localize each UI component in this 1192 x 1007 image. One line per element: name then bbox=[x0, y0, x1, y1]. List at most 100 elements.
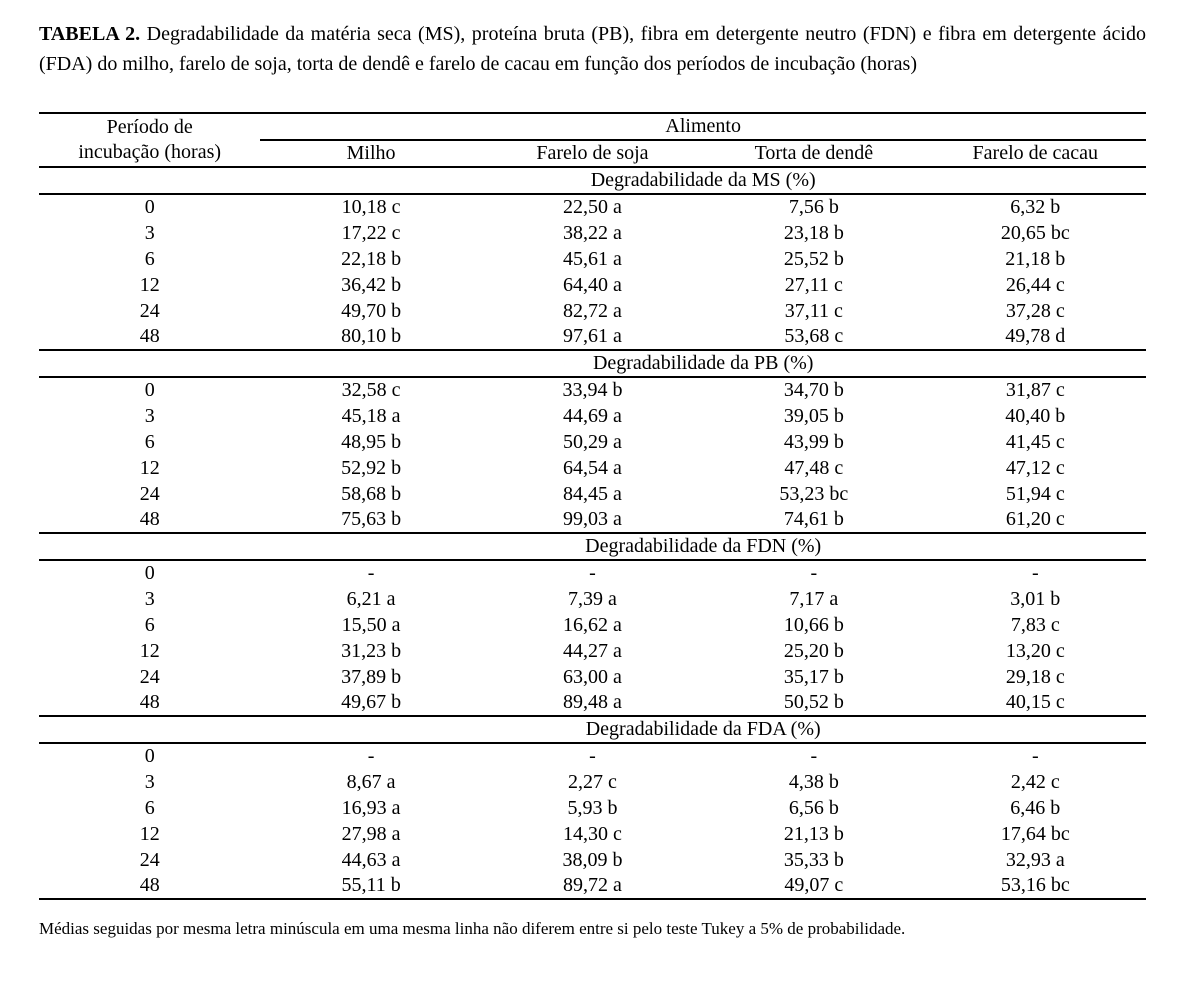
value-cell: 53,16 bc bbox=[924, 873, 1146, 900]
period-header-line1: Período de bbox=[106, 116, 193, 138]
value-cell: - bbox=[1031, 562, 1039, 584]
table-row: 48 75,63 b 99,03 a 74,61 b 61,20 c bbox=[39, 507, 1146, 534]
value-cell: 17,64 bc bbox=[1000, 822, 1070, 845]
value-cell: 31,87 c bbox=[1005, 379, 1065, 401]
value-cell: 41,45 c bbox=[1005, 430, 1065, 453]
value-cell: 29,18 c bbox=[1005, 665, 1065, 688]
value-cell: - bbox=[810, 745, 818, 767]
period-cell: 48 bbox=[39, 324, 261, 351]
section-title-row: Degradabilidade da FDA (%) bbox=[39, 716, 1146, 744]
value-cell: 82,72 a bbox=[563, 299, 622, 322]
table-row: 24 58,68 b 84,45 a 53,23 bc 51,94 c bbox=[39, 481, 1146, 507]
value-cell: 7,39 a bbox=[568, 587, 617, 610]
value-cell: 17,22 c bbox=[341, 221, 401, 244]
table-row: 24 49,70 b 82,72 a 37,11 c 37,28 c bbox=[39, 298, 1146, 324]
value-cell: 6,32 b bbox=[1010, 196, 1061, 218]
period-cell: 12 bbox=[139, 456, 160, 479]
period-cell: 3 bbox=[144, 587, 155, 610]
section-title: Degradabilidade da FDA (%) bbox=[260, 716, 1146, 744]
value-cell: 84,45 a bbox=[563, 482, 622, 505]
value-cell: 49,78 d bbox=[924, 324, 1146, 351]
value-cell: 49,07 c bbox=[703, 873, 925, 900]
value-cell: 34,70 b bbox=[783, 379, 844, 401]
value-cell: 22,18 b bbox=[341, 247, 402, 270]
section-title-spacer bbox=[39, 167, 261, 195]
value-cell: 33,94 b bbox=[562, 379, 623, 401]
table-footnote: Médias seguidas por mesma letra minúscul… bbox=[39, 919, 906, 938]
degradability-table: Período de incubação (horas) Alimento Mi… bbox=[39, 112, 1146, 900]
column-header-milho: Milho bbox=[260, 140, 482, 168]
table-row: 24 44,63 a 38,09 b 35,33 b 32,93 a bbox=[39, 847, 1146, 873]
section-title-row: Degradabilidade da PB (%) bbox=[39, 350, 1146, 378]
period-cell: 12 bbox=[139, 273, 160, 296]
value-cell: 3,01 b bbox=[1010, 587, 1061, 610]
value-cell: 50,52 b bbox=[703, 690, 925, 717]
period-cell: 24 bbox=[139, 848, 160, 871]
value-cell: 39,05 b bbox=[783, 404, 844, 427]
period-cell: 6 bbox=[144, 247, 155, 270]
value-cell: 22,50 a bbox=[563, 196, 622, 218]
value-cell: 38,22 a bbox=[563, 221, 622, 244]
value-cell: 6,56 b bbox=[788, 796, 839, 819]
value-cell: 26,44 c bbox=[1005, 273, 1065, 296]
value-cell: 20,65 bc bbox=[1000, 221, 1070, 244]
table-row: 0 - - - - bbox=[39, 560, 1146, 586]
period-cell: 12 bbox=[139, 822, 160, 845]
value-cell: 47,12 c bbox=[1005, 456, 1065, 479]
value-cell: 23,18 b bbox=[783, 221, 844, 244]
table-row: 3 6,21 a 7,39 a 7,17 a 3,01 b bbox=[39, 586, 1146, 612]
value-cell: 8,67 a bbox=[346, 770, 396, 793]
table-caption: TABELA 2. Degradabilidade da matéria sec… bbox=[39, 19, 1146, 79]
value-cell: 49,67 b bbox=[260, 690, 482, 717]
value-cell: 21,13 b bbox=[783, 822, 844, 845]
period-cell: 12 bbox=[139, 639, 160, 662]
table-row: 48 55,11 b 89,72 a 49,07 c 53,16 bc bbox=[39, 873, 1146, 900]
period-cell: 0 bbox=[144, 745, 155, 767]
value-cell: 45,18 a bbox=[341, 404, 401, 427]
value-cell: 80,10 b bbox=[260, 324, 482, 351]
period-cell: 24 bbox=[139, 299, 160, 322]
value-cell: 10,66 b bbox=[783, 613, 844, 636]
table-row: 0 - - - - bbox=[39, 743, 1146, 769]
period-cell: 0 bbox=[144, 562, 155, 584]
value-cell: 31,23 b bbox=[341, 639, 402, 662]
caption-text: Degradabilidade da matéria seca (MS), pr… bbox=[39, 23, 1146, 75]
value-cell: 63,00 a bbox=[563, 665, 622, 688]
value-cell: - bbox=[810, 562, 818, 584]
value-cell: - bbox=[589, 562, 596, 584]
period-header: Período de incubação (horas) bbox=[39, 113, 261, 168]
value-cell: 89,72 a bbox=[481, 873, 704, 900]
value-cell: 14,30 c bbox=[563, 822, 622, 845]
period-cell: 48 bbox=[39, 507, 261, 534]
section-title: Degradabilidade da MS (%) bbox=[260, 167, 1146, 195]
value-cell: 37,89 b bbox=[341, 665, 402, 688]
value-cell: - bbox=[367, 745, 375, 767]
value-cell: 6,46 b bbox=[1010, 796, 1061, 819]
table-row: 48 49,67 b 89,48 a 50,52 b 40,15 c bbox=[39, 690, 1146, 717]
section-title-row: Degradabilidade da MS (%) bbox=[39, 167, 1146, 195]
period-header-line2: incubação (horas) bbox=[78, 141, 222, 163]
value-cell: 37,11 c bbox=[784, 299, 843, 322]
value-cell: 97,61 a bbox=[481, 324, 704, 351]
value-cell: 25,20 b bbox=[783, 639, 844, 662]
value-cell: 16,62 a bbox=[563, 613, 622, 636]
value-cell: 13,20 c bbox=[1005, 639, 1065, 662]
value-cell: 7,56 b bbox=[788, 196, 839, 218]
period-cell: 0 bbox=[144, 196, 155, 218]
value-cell: 40,40 b bbox=[1005, 404, 1066, 427]
value-cell: 47,48 c bbox=[784, 456, 844, 479]
value-cell: 64,54 a bbox=[563, 456, 622, 479]
table-row: 3 8,67 a 2,27 c 4,38 b 2,42 c bbox=[39, 769, 1146, 795]
value-cell: 36,42 b bbox=[341, 273, 402, 296]
table-row: 12 52,92 b 64,54 a 47,48 c 47,12 c bbox=[39, 455, 1146, 481]
value-cell: 7,17 a bbox=[789, 587, 839, 610]
table-row: 6 15,50 a 16,62 a 10,66 b 7,83 c bbox=[39, 612, 1146, 638]
table-row: 12 36,42 b 64,40 a 27,11 c 26,44 c bbox=[39, 272, 1146, 298]
value-cell: 52,92 b bbox=[341, 456, 402, 479]
period-cell: 24 bbox=[139, 665, 160, 688]
group-header-alimento: Alimento bbox=[260, 113, 1146, 141]
section-title-spacer bbox=[39, 716, 261, 744]
table-row: 3 17,22 c 38,22 a 23,18 b 20,65 bc bbox=[39, 220, 1146, 246]
value-cell: 37,28 c bbox=[1005, 299, 1065, 322]
table-row: 12 31,23 b 44,27 a 25,20 b 13,20 c bbox=[39, 638, 1146, 664]
